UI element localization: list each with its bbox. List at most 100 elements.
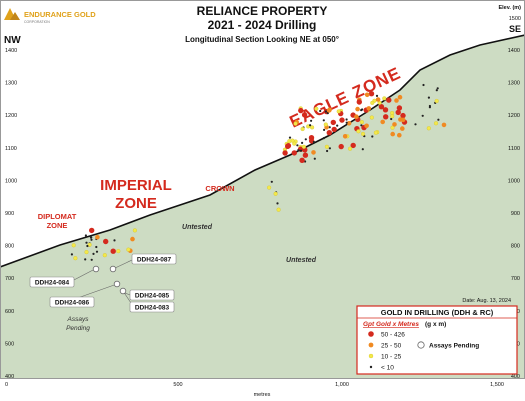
drill-intercept-dot <box>90 236 93 239</box>
drill-intercept-dot <box>386 97 392 103</box>
drill-intercept-dot <box>339 117 345 123</box>
drill-intercept-dot <box>270 180 273 183</box>
hole-label-box: DDH24-085 <box>129 289 175 301</box>
elevation-tick-label: 700 <box>511 276 520 282</box>
drill-intercept-dot <box>361 108 364 111</box>
drill-intercept-dot <box>70 253 73 256</box>
hole-label: DDH24-085 <box>135 293 170 300</box>
drill-intercept-dot <box>378 104 385 110</box>
drill-intercept-dot <box>354 114 359 119</box>
map-title-line1: RELIANCE PROPERTY <box>197 4 328 18</box>
elevation-tick-label: 800 <box>5 244 14 250</box>
drill-intercept-dot <box>370 100 375 105</box>
elevation-tick-label: 600 <box>5 309 14 315</box>
drill-intercept-dot <box>95 245 98 249</box>
drill-intercept-dot <box>299 149 303 152</box>
drill-intercept-dot <box>375 97 381 102</box>
drill-intercept-dot <box>336 124 339 127</box>
drill-intercept-dot <box>87 242 92 247</box>
drill-intercept-dot <box>326 149 329 153</box>
legend-box <box>356 305 518 375</box>
elevation-tick-label: 1000 <box>508 178 520 184</box>
drill-intercept-dot <box>390 131 396 137</box>
drill-intercept-dot <box>73 256 78 261</box>
drill-intercept-dot <box>319 109 322 113</box>
drill-intercept-dot <box>433 121 439 126</box>
legend-swatch-trace <box>369 365 373 369</box>
crown-zone-label: CROWN <box>205 184 234 193</box>
drill-intercept-dot <box>345 121 348 124</box>
drill-intercept-dot <box>299 157 305 163</box>
hole-label: DDH24-083 <box>135 305 170 312</box>
drill-intercept-dot <box>382 96 387 101</box>
bottom-tick-1500: 1,500 <box>490 382 504 388</box>
map-title-line2: 2021 - 2024 Drilling <box>208 18 317 32</box>
logo-subtext: CORPORATION <box>24 20 50 24</box>
drill-intercept-dot <box>84 234 87 237</box>
drill-intercept-dot <box>382 107 389 113</box>
drill-intercept-dot <box>323 128 326 131</box>
drill-intercept-dot <box>84 258 87 261</box>
drill-intercept-dot <box>291 150 297 156</box>
drill-intercept-dot <box>373 130 378 135</box>
drill-intercept-dot <box>355 106 360 112</box>
bottom-tick-1000: 1,000 <box>335 382 349 388</box>
legend-label: 10 - 25 <box>381 354 402 361</box>
drill-intercept-dot <box>276 207 281 212</box>
map-subtitle: Longitudinal Section Looking NE at 050° <box>185 35 339 44</box>
elevation-tick-label: 1200 <box>508 113 520 119</box>
drill-intercept-dot <box>287 139 292 144</box>
bottom-tick-500: 500 <box>173 382 182 388</box>
drill-intercept-dot <box>116 249 121 254</box>
drill-intercept-dot <box>296 144 299 147</box>
drill-intercept-dot <box>113 239 116 242</box>
elevation-tick-label: 1100 <box>508 146 520 152</box>
elevation-tick-label: 700 <box>5 276 14 282</box>
drill-intercept-dot <box>350 142 356 149</box>
drill-intercept-dot <box>328 147 331 150</box>
orientation-right: SE <box>509 24 521 34</box>
drill-intercept-dot <box>89 227 95 234</box>
elevation-tick-label: 1300 <box>508 81 520 87</box>
legend-label: 50 - 426 <box>381 332 405 339</box>
drill-intercept-dot <box>400 126 405 131</box>
imperial-zone-label-2: ZONE <box>115 195 157 212</box>
pending-marker <box>113 280 121 288</box>
legend-swatch-low <box>368 353 374 359</box>
drill-intercept-dot <box>285 143 292 149</box>
legend-label: Assays Pending <box>429 343 479 350</box>
drill-intercept-dot <box>110 248 116 254</box>
drill-intercept-dot <box>364 123 369 129</box>
drill-intercept-dot <box>435 89 438 92</box>
drill-intercept-dot <box>359 120 364 125</box>
drill-intercept-dot <box>392 122 397 127</box>
drill-intercept-dot <box>426 126 431 131</box>
drill-intercept-dot <box>394 98 399 103</box>
drill-intercept-dot <box>400 117 406 123</box>
drill-intercept-dot <box>397 94 403 100</box>
drill-intercepts <box>70 83 447 261</box>
drill-intercept-dot <box>322 119 325 122</box>
assays-pending-markers <box>92 265 127 295</box>
drill-intercept-dot <box>313 157 316 160</box>
legend-swatch-high <box>368 331 374 337</box>
legend-label: 25 - 50 <box>381 343 402 350</box>
drill-intercept-dot <box>300 126 305 132</box>
drill-intercept-dot <box>276 202 279 205</box>
drill-intercept-dot <box>314 106 319 111</box>
drill-intercept-dot <box>311 150 316 155</box>
elevation-tick-label: 1200 <box>5 113 17 119</box>
drill-intercept-dot <box>330 119 336 126</box>
imperial-zone-label-1: IMPERIAL <box>100 177 172 194</box>
drill-intercept-dot <box>375 94 379 97</box>
hole-label: DDH24-087 <box>137 257 172 264</box>
drill-intercept-dot <box>267 185 272 190</box>
orientation-left: NW <box>4 35 21 46</box>
drill-intercept-dot <box>369 115 374 120</box>
drill-intercept-dot <box>342 134 348 139</box>
pending-marker <box>119 287 127 295</box>
hole-label: DDH24-086 <box>55 300 90 307</box>
drill-intercept-dot <box>336 109 341 114</box>
drill-intercept-dot <box>324 110 327 113</box>
drill-intercept-dot <box>338 143 344 150</box>
